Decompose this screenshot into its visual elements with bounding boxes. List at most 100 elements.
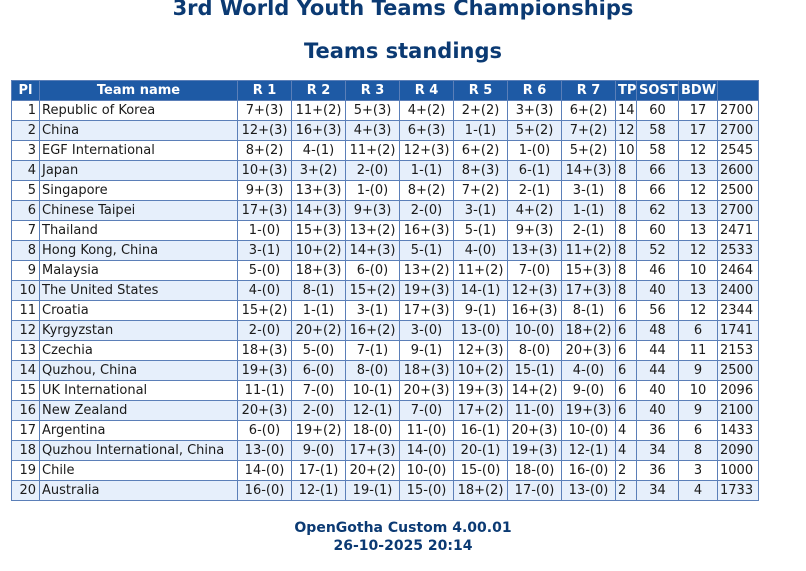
round-7-cell: 2-(1)	[561, 220, 616, 241]
round-3-cell: 15+(2)	[345, 280, 400, 301]
round-7-cell: 18+(2)	[561, 320, 616, 341]
round-3-cell: 12-(1)	[345, 400, 400, 421]
round-3-cell: 2-(0)	[345, 160, 400, 181]
place-cell: 16	[11, 400, 40, 421]
round-5-cell: 9-(1)	[453, 300, 508, 321]
sost-cell: 62	[636, 200, 679, 221]
round-3-cell: 20+(2)	[345, 460, 400, 481]
table-row: 12 Kyrgyzstan 2-(0) 20+(2) 16+(2) 3-(0) 13-(0)…	[11, 320, 759, 341]
rating-cell: 1741	[717, 320, 759, 341]
round-5-cell: 4-(0)	[453, 240, 508, 261]
tp-cell: 8	[615, 180, 637, 201]
place-cell: 11	[11, 300, 40, 321]
round-6-cell: 6-(1)	[507, 160, 562, 181]
round-1-cell: 13-(0)	[237, 440, 292, 461]
round-1-cell: 7+(3)	[237, 100, 292, 121]
round-4-cell: 9-(1)	[399, 340, 454, 361]
round-2-cell: 9-(0)	[291, 440, 346, 461]
footer-datetime: 26-10-2025 20:14	[333, 538, 473, 554]
sost-cell: 66	[636, 160, 679, 181]
sost-cell: 40	[636, 280, 679, 301]
table-row: 17 Argentina 6-(0) 19+(2) 18-(0) 11-(0) 16-(1)…	[11, 420, 759, 441]
tp-cell: 8	[615, 260, 637, 281]
round-6-cell: 11-(0)	[507, 400, 562, 421]
round-2-cell: 14+(3)	[291, 200, 346, 221]
round-4-cell: 10-(0)	[399, 460, 454, 481]
round-3-cell: 4+(3)	[345, 120, 400, 141]
round-7-cell: 16-(0)	[561, 460, 616, 481]
round-5-cell: 15-(0)	[453, 460, 508, 481]
bdw-cell: 6	[678, 420, 718, 441]
tp-cell: 14	[615, 100, 637, 121]
round-3-cell: 6-(0)	[345, 260, 400, 281]
round-3-cell: 5+(3)	[345, 100, 400, 121]
table-row: 10 The United States 4-(0) 8-(1) 15+(2) 19+(3…	[11, 280, 759, 301]
round-7-cell: 12-(1)	[561, 440, 616, 461]
round-4-cell: 4+(2)	[399, 100, 454, 121]
round-4-cell: 1-(1)	[399, 160, 454, 181]
sost-cell: 40	[636, 400, 679, 421]
round-4-cell: 5-(1)	[399, 240, 454, 261]
bdw-cell: 11	[678, 340, 718, 361]
header-r7: R 7	[561, 80, 616, 101]
place-cell: 9	[11, 260, 40, 281]
round-3-cell: 18-(0)	[345, 420, 400, 441]
round-1-cell: 3-(1)	[237, 240, 292, 261]
table-row: 19 Chile 14-(0) 17-(1) 20+(2) 10-(0) 15-(0) 18-…	[11, 460, 759, 481]
tp-cell: 4	[615, 420, 637, 441]
rating-cell: 2400	[717, 280, 759, 301]
round-6-cell: 16+(3)	[507, 300, 562, 321]
place-cell: 2	[11, 120, 40, 141]
place-cell: 17	[11, 420, 40, 441]
rating-cell: 1000	[717, 460, 759, 481]
round-7-cell: 17+(3)	[561, 280, 616, 301]
sost-cell: 66	[636, 180, 679, 201]
round-5-cell: 13-(0)	[453, 320, 508, 341]
sost-cell: 34	[636, 480, 679, 501]
round-1-cell: 11-(1)	[237, 380, 292, 401]
tp-cell: 8	[615, 280, 637, 301]
rating-cell: 1433	[717, 420, 759, 441]
round-2-cell: 16+(3)	[291, 120, 346, 141]
round-2-cell: 10+(2)	[291, 240, 346, 261]
header-r2: R 2	[291, 80, 346, 101]
bdw-cell: 12	[678, 240, 718, 261]
round-1-cell: 10+(3)	[237, 160, 292, 181]
rating-cell: 2700	[717, 120, 759, 141]
round-7-cell: 1-(1)	[561, 200, 616, 221]
bdw-cell: 9	[678, 400, 718, 421]
round-7-cell: 11+(2)	[561, 240, 616, 261]
round-1-cell: 1-(0)	[237, 220, 292, 241]
team-name-cell: Chinese Taipei	[39, 200, 238, 221]
round-6-cell: 17-(0)	[507, 480, 562, 501]
sost-cell: 56	[636, 300, 679, 321]
round-7-cell: 20+(3)	[561, 340, 616, 361]
round-7-cell: 5+(2)	[561, 140, 616, 161]
round-7-cell: 8-(1)	[561, 300, 616, 321]
round-5-cell: 7+(2)	[453, 180, 508, 201]
round-3-cell: 9+(3)	[345, 200, 400, 221]
page-title: 3rd World Youth Teams Championships	[172, 0, 634, 20]
round-3-cell: 8-(0)	[345, 360, 400, 381]
round-4-cell: 6+(3)	[399, 120, 454, 141]
tp-cell: 6	[615, 380, 637, 401]
place-cell: 7	[11, 220, 40, 241]
table-row: 5 Singapore 9+(3) 13+(3) 1-(0) 8+(2) 7+(2) 2-(1…	[11, 180, 759, 201]
round-5-cell: 11+(2)	[453, 260, 508, 281]
header-r3: R 3	[345, 80, 400, 101]
team-name-cell: New Zealand	[39, 400, 238, 421]
round-2-cell: 8-(1)	[291, 280, 346, 301]
place-cell: 8	[11, 240, 40, 261]
place-cell: 18	[11, 440, 40, 461]
rating-cell: 2700	[717, 200, 759, 221]
round-2-cell: 7-(0)	[291, 380, 346, 401]
rating-cell: 2344	[717, 300, 759, 321]
team-name-cell: China	[39, 120, 238, 141]
bdw-cell: 8	[678, 440, 718, 461]
table-row: 8 Hong Kong, China 3-(1) 10+(2) 14+(3) 5-(1) 4…	[11, 240, 759, 261]
round-7-cell: 4-(0)	[561, 360, 616, 381]
round-6-cell: 7-(0)	[507, 260, 562, 281]
round-5-cell: 3-(1)	[453, 200, 508, 221]
table-row: 7 Thailand 1-(0) 15+(3) 13+(2) 16+(3) 5-(1) 9+(…	[11, 220, 759, 241]
tp-cell: 8	[615, 160, 637, 181]
